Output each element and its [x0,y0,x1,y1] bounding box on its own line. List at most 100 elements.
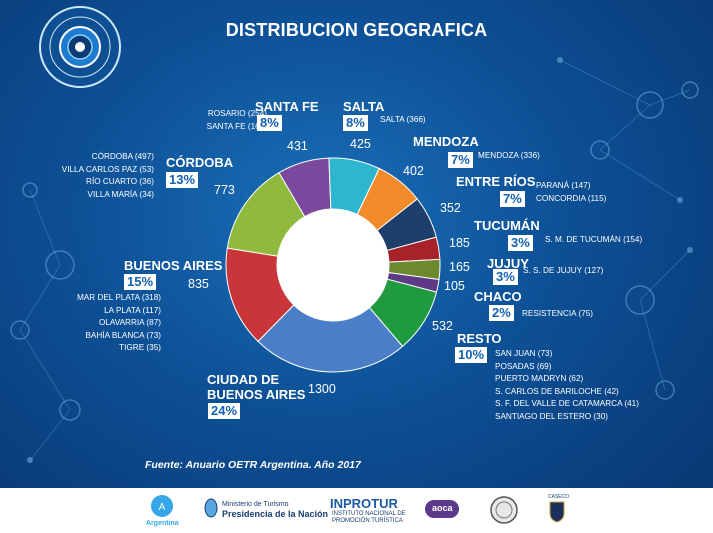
bsas-details: MAR DEL PLATA (318) LA PLATA (117) OLAVA… [77,292,161,355]
detail-line: VILLA CARLOS PAZ (53) [61,164,154,174]
donut-hole [277,209,389,321]
detail-line: PUERTO MADRYN (62) [495,374,584,384]
jujuy-percent-badge: 3% [493,269,518,285]
santafe-percent: 8% [257,114,282,132]
page-title: DISTRIBUCION GEOGRAFICA [225,20,488,40]
argentina-text: Argentina [146,520,179,527]
detail-line: SANTA FE (165) [206,121,267,131]
caba-value: 1300 [308,382,336,396]
resto-percent: 10% [455,346,488,364]
chaco-label: CHACO [474,289,522,304]
caseco-text: CASECO [548,494,570,500]
coat-of-arms-icon [204,498,218,523]
person-icon [10,320,30,340]
seal-logo [39,6,121,88]
detail-line: BAHÍA BLANCA (73) [85,330,161,340]
person-icon [625,285,655,315]
caba-percent: 24% [208,402,241,420]
santafe-label: SANTA FE [255,99,319,114]
detail-line: S. S. DE JUJUY (127) [523,266,604,275]
seal-icon [490,496,518,529]
detail-line: TIGRE (35) [119,343,161,353]
detail-line: ROSARIO (254) [207,109,267,118]
aoca-text: aoca [432,503,453,513]
network-background [10,6,699,463]
cordoba-percent: 13% [166,171,199,189]
detail-line: SAN JUAN (73) [495,349,553,358]
detail-line: CONCORDIA (115) [536,193,607,203]
person-icon [590,140,610,160]
jujuy-percent: 3% [493,268,518,286]
detail-line: S. CARLOS DE BARILOCHE (42) [495,386,619,396]
bsas-percent: 15% [124,273,157,291]
detail-line: RÍO CUARTO (36) [86,177,154,187]
tucuman-percent-badge: 3% [508,235,533,251]
tucuman-percent: 3% [508,234,533,252]
chaco-details: RESISTENCIA (75) [522,308,593,321]
detail-line: LA PLATA (117) [104,305,161,315]
caba-label: CIUDAD DE BUENOS AIRES [207,372,305,402]
bsas-percent-badge: 15% [124,274,157,290]
caba-percent-badge: 24% [208,403,241,419]
source-note: Fuente: Anuario OETR Argentina. Año 2017 [145,459,361,471]
jujuy-details: S. S. DE JUJUY (127) [523,265,603,278]
salta-value: 425 [350,137,371,151]
mendoza-details: MENDOZA (336) [478,150,540,163]
tucuman-value: 185 [449,236,470,250]
inprotur-sub-2: PROMOCIÓN TURÍSTICA [332,518,403,524]
jujuy-label: JUJUY [487,256,529,271]
donut-chart [225,157,441,373]
detail-line: S. F. DEL VALLE DE CATAMARCA (41) [495,399,639,409]
chaco-percent: 2% [489,304,514,322]
person-icon [636,91,664,119]
caba-label-line2: BUENOS AIRES [207,387,306,402]
mendoza-value: 402 [403,164,424,178]
entrerios-label: ENTRE RÍOS [456,174,536,189]
jujuy-value: 165 [449,260,470,274]
ministerio-text-2: Presidencia de la Nación [222,509,329,519]
mendoza-percent: 7% [448,151,473,169]
salta-details: SALTA (366) [380,114,426,127]
detail-line: PARANÁ (147) [536,181,591,190]
argentina-logo: A [150,494,174,523]
detail-line: CÓRDOBA (497) [91,152,154,161]
person-icon [45,250,75,280]
detail-line: MAR DEL PLATA (318) [76,293,161,302]
inprotur-logo: INPROTUR [330,496,398,511]
mendoza-label: MENDOZA [413,134,479,149]
resto-percent-badge: 10% [455,347,488,363]
aoca-logo [425,500,459,518]
ministerio-text-1: Ministerio de Turismo [222,501,289,508]
person-icon [681,81,699,99]
entrerios-details: PARANÁ (147) CONCORDIA (115) [536,180,606,205]
salta-percent-badge: 8% [343,115,368,131]
cordoba-details: CÓRDOBA (497) VILLA CARLOS PAZ (53) RÍO … [62,151,154,201]
entrerios-percent-badge: 7% [500,191,525,207]
detail-line: RESISTENCIA (75) [522,309,593,318]
salta-label: SALTA [343,99,385,114]
cordoba-value: 773 [214,183,235,197]
chaco-percent-badge: 2% [489,305,514,321]
detail-line: SANTIAGO DEL ESTERO (30) [495,411,608,421]
detail-line: OLAVARRIA (87) [98,318,161,328]
caba-label-line1: CIUDAD DE [207,372,280,387]
detail-line: SALTA (366) [380,115,426,124]
chaco-value: 105 [444,279,465,293]
person-icon [22,182,38,198]
shield-icon [549,501,565,528]
mendoza-percent-badge: 7% [448,152,473,168]
entrerios-value: 352 [440,201,461,215]
resto-details: SAN JUAN (73) POSADAS (69) PUERTO MADRYN… [495,348,639,424]
resto-value: 532 [432,319,453,333]
footer-logos: A Argentina Ministerio de Turismo Presid… [0,488,713,533]
cordoba-label: CÓRDOBA [166,155,234,170]
inprotur-sub-1: INSTITUTO NACIONAL DE [332,511,406,517]
detail-line: VILLA MARÍA (34) [87,189,154,199]
entrerios-percent: 7% [500,190,525,208]
detail-line: S. M. DE TUCUMÁN (154) [545,235,643,244]
santafe-details: ROSARIO (254) SANTA FE (165) [207,108,267,133]
bsas-value: 835 [188,277,209,291]
cordoba-percent-badge: 13% [166,172,199,188]
resto-label: RESTO [457,331,502,346]
